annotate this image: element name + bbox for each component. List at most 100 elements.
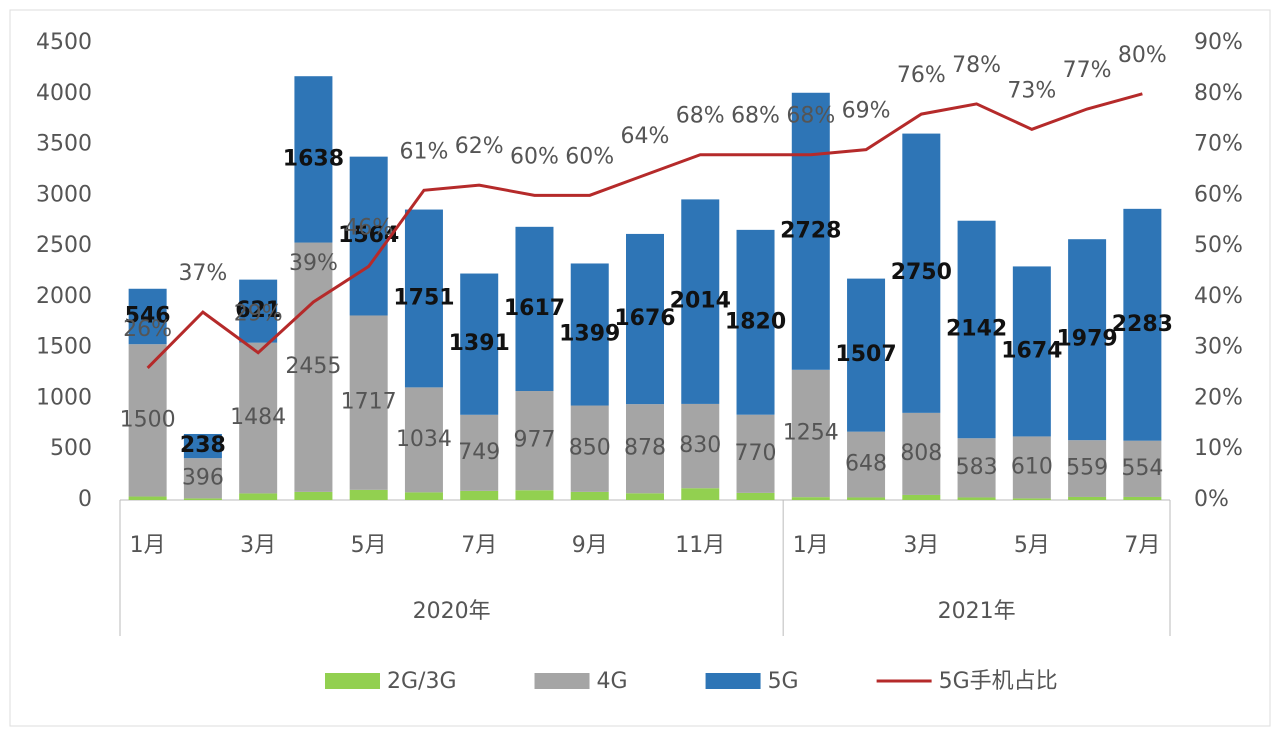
bar-segment xyxy=(128,288,167,345)
bar-segment xyxy=(736,229,775,415)
line-label: 68% xyxy=(676,104,725,129)
y-tick-label: 2000 xyxy=(36,284,92,309)
bar-segment xyxy=(791,369,830,498)
group-label: 2020年 xyxy=(413,599,491,624)
y2-tick-label: 50% xyxy=(1194,233,1243,258)
bar-segment xyxy=(294,491,333,500)
bar-segment xyxy=(294,242,333,492)
line-label: 60% xyxy=(565,144,614,169)
bar-segment xyxy=(349,156,388,316)
bar-segment xyxy=(239,342,278,494)
bar-segment xyxy=(902,133,941,413)
x-tick-label: 1月 xyxy=(130,533,166,558)
bar-segment xyxy=(1123,440,1162,497)
y-tick-label: 4500 xyxy=(36,30,92,55)
data-label-4g: 878 xyxy=(624,436,666,461)
data-label-5g: 1564 xyxy=(338,223,399,248)
y-tick-label: 4000 xyxy=(36,81,92,106)
data-label-5g: 1674 xyxy=(1001,338,1062,363)
data-label-4g: 648 xyxy=(845,452,887,477)
x-tick-label: 9月 xyxy=(572,533,608,558)
data-label-5g: 2728 xyxy=(780,218,841,243)
line-label: 26% xyxy=(123,317,172,342)
bar-segment xyxy=(847,431,886,498)
bar-segment xyxy=(515,391,554,491)
y2-tick-label: 70% xyxy=(1194,132,1243,157)
bar-segment xyxy=(1068,440,1107,497)
x-tick-label: 7月 xyxy=(461,533,497,558)
data-label-4g: 1484 xyxy=(230,405,286,430)
y-tick-label: 1000 xyxy=(36,385,92,410)
bar-segment xyxy=(349,489,388,500)
bar-segment xyxy=(128,344,167,497)
line-label: 80% xyxy=(1118,43,1167,68)
bar-segment xyxy=(1068,496,1107,500)
bar-segment xyxy=(404,492,443,500)
legend-label: 2G/3G xyxy=(387,669,457,694)
bar-segment xyxy=(626,404,664,494)
data-label-4g: 830 xyxy=(679,433,721,458)
data-label-4g: 770 xyxy=(735,441,777,466)
data-label-4g: 808 xyxy=(900,441,942,466)
x-tick-label: 3月 xyxy=(903,533,939,558)
data-label-5g: 1399 xyxy=(559,322,620,347)
data-label-5g: 1391 xyxy=(449,331,510,356)
x-tick-label: 5月 xyxy=(1014,533,1050,558)
bar-segment xyxy=(294,76,333,243)
y2-tick-label: 80% xyxy=(1194,81,1243,106)
line-label: 39% xyxy=(289,251,338,276)
bar-segment xyxy=(1123,208,1162,441)
data-label-4g: 977 xyxy=(513,428,555,453)
bar-segment xyxy=(183,433,222,459)
bar-segment xyxy=(404,209,443,388)
bar-segment xyxy=(460,414,499,491)
bar-segment xyxy=(902,412,941,495)
y2-tick-label: 30% xyxy=(1194,335,1243,360)
line-label: 68% xyxy=(731,104,780,129)
bar-segment xyxy=(1123,496,1162,500)
group-label: 2021年 xyxy=(938,599,1016,624)
bar-segment xyxy=(681,403,720,489)
data-label-5g: 1507 xyxy=(835,342,896,367)
x-tick-label: 7月 xyxy=(1124,533,1160,558)
bar-segment xyxy=(626,493,664,500)
data-label-4g: 396 xyxy=(182,465,224,490)
bar-segment xyxy=(1068,239,1107,441)
x-tick-label: 3月 xyxy=(240,533,276,558)
bar-segment xyxy=(902,494,941,500)
data-label-5g: 2014 xyxy=(670,289,731,314)
legend-swatch xyxy=(534,673,590,689)
data-label-5g: 2142 xyxy=(946,316,1007,341)
bar-segment xyxy=(515,490,554,500)
data-label-5g: 1676 xyxy=(614,306,675,331)
bar-segment xyxy=(847,497,886,500)
bar-segment xyxy=(957,438,996,498)
y-tick-label: 3000 xyxy=(36,182,92,207)
y2-tick-label: 40% xyxy=(1194,284,1243,309)
bar-segment xyxy=(239,493,278,500)
legend-label: 5G xyxy=(768,669,799,694)
y-tick-label: 2500 xyxy=(36,233,92,258)
legend-swatch xyxy=(325,673,380,689)
bar-segment xyxy=(183,498,222,500)
line-label: 60% xyxy=(510,144,559,169)
x-tick-label: 5月 xyxy=(351,533,387,558)
data-label-4g: 1500 xyxy=(120,407,176,432)
line-label: 62% xyxy=(455,134,504,159)
bar-segment xyxy=(239,279,278,343)
line-label: 64% xyxy=(621,124,670,149)
data-label-4g: 1254 xyxy=(783,420,839,445)
bar-segment xyxy=(957,497,996,500)
bar-segment xyxy=(791,92,830,370)
bar-segment xyxy=(570,405,609,492)
line-label: 76% xyxy=(897,63,946,88)
data-label-4g: 610 xyxy=(1011,454,1053,479)
y2-tick-label: 90% xyxy=(1194,30,1243,55)
bar-segment xyxy=(681,199,720,404)
bar-segment xyxy=(349,315,388,490)
y2-tick-label: 0% xyxy=(1194,487,1229,512)
y-tick-label: 3500 xyxy=(36,132,92,157)
bar-segment xyxy=(791,497,830,500)
data-label-5g: 238 xyxy=(180,433,226,458)
line-label: 29% xyxy=(234,302,283,327)
